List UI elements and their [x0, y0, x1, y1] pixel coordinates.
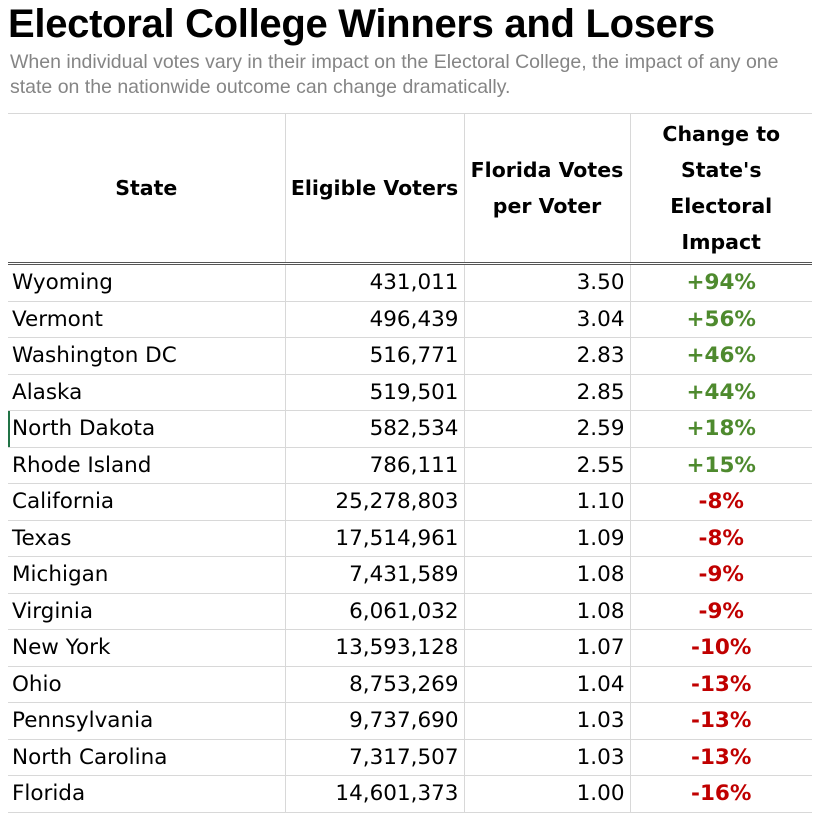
cell-florida-votes-per-voter[interactable]: 1.08: [464, 556, 631, 594]
header-eligible-voters: Eligible Voters: [285, 113, 465, 265]
cell-eligible-voters[interactable]: 7,317,507: [285, 739, 465, 776]
chart-subtitle: When individual votes vary in their impa…: [10, 51, 779, 98]
cell-eligible-voters[interactable]: 14,601,373: [285, 775, 465, 813]
cell-florida-votes-per-voter[interactable]: 2.59: [464, 410, 631, 448]
data-table: State Eligible Voters Florida Votes per Vo…: [8, 113, 812, 813]
cell-eligible-voters[interactable]: 9,737,690: [285, 702, 465, 740]
cell-state[interactable]: California: [8, 483, 286, 521]
cell-change-electoral-impact[interactable]: -13%: [630, 739, 812, 776]
cell-eligible-voters[interactable]: 519,501: [285, 374, 465, 411]
cell-florida-votes-per-voter[interactable]: 1.09: [464, 520, 631, 557]
cell-florida-votes-per-voter[interactable]: 2.55: [464, 447, 631, 484]
cell-eligible-voters[interactable]: 25,278,803: [285, 483, 465, 521]
table-row: Virginia 6,061,032 1.08 -9%: [8, 593, 812, 630]
cell-change-electoral-impact[interactable]: -13%: [630, 666, 812, 703]
table-row: Rhode Island 786,111 2.55 +15%: [8, 447, 812, 484]
cell-florida-votes-per-voter[interactable]: 3.50: [464, 263, 631, 302]
cell-florida-votes-per-voter[interactable]: 1.08: [464, 593, 631, 630]
table-row: New York 13,593,128 1.07 -10%: [8, 629, 812, 667]
cell-eligible-voters[interactable]: 17,514,961: [285, 520, 465, 557]
chart-title: Electoral College Winners and Losers: [8, 2, 715, 46]
table-row: Michigan 7,431,589 1.08 -9%: [8, 556, 812, 594]
cell-state[interactable]: North Dakota: [8, 410, 286, 448]
table-row: Wyoming 431,011 3.50 +94%: [8, 263, 812, 302]
table-row: North Dakota 582,534 2.59 +18%: [8, 410, 812, 448]
header-state: State: [8, 113, 286, 265]
cell-eligible-voters[interactable]: 496,439: [285, 301, 465, 338]
header-row: State Eligible Voters Florida Votes per Vo…: [8, 113, 812, 265]
cell-state[interactable]: Wyoming: [8, 263, 286, 302]
cell-state[interactable]: Washington DC: [8, 337, 286, 375]
cell-change-electoral-impact[interactable]: +56%: [630, 301, 812, 338]
table-row: Washington DC 516,771 2.83 +46%: [8, 337, 812, 375]
cell-state[interactable]: Rhode Island: [8, 447, 286, 484]
cell-eligible-voters[interactable]: 8,753,269: [285, 666, 465, 703]
cell-state[interactable]: Michigan: [8, 556, 286, 594]
cell-eligible-voters[interactable]: 516,771: [285, 337, 465, 375]
cell-change-electoral-impact[interactable]: +44%: [630, 374, 812, 411]
cell-florida-votes-per-voter[interactable]: 1.03: [464, 702, 631, 740]
cell-change-electoral-impact[interactable]: -8%: [630, 520, 812, 557]
cell-state[interactable]: Ohio: [8, 666, 286, 703]
cell-eligible-voters[interactable]: 786,111: [285, 447, 465, 484]
cell-eligible-voters[interactable]: 6,061,032: [285, 593, 465, 630]
cell-eligible-voters[interactable]: 431,011: [285, 263, 465, 302]
cell-florida-votes-per-voter[interactable]: 1.00: [464, 775, 631, 813]
cell-change-electoral-impact[interactable]: -9%: [630, 556, 812, 594]
table-row: Alaska 519,501 2.85 +44%: [8, 374, 812, 411]
table-body: Wyoming 431,011 3.50 +94% Vermont 496,439 3.04…: [8, 263, 812, 813]
cell-state[interactable]: Pennsylvania: [8, 702, 286, 740]
cell-change-electoral-impact[interactable]: +18%: [630, 410, 812, 448]
table-row: Ohio 8,753,269 1.04 -13%: [8, 666, 812, 703]
table-row: California 25,278,803 1.10 -8%: [8, 483, 812, 521]
cell-change-electoral-impact[interactable]: +94%: [630, 263, 812, 302]
cell-state[interactable]: Vermont: [8, 301, 286, 338]
cell-florida-votes-per-voter[interactable]: 1.04: [464, 666, 631, 703]
cell-state[interactable]: North Carolina: [8, 739, 286, 776]
cell-state[interactable]: Virginia: [8, 593, 286, 630]
cell-eligible-voters[interactable]: 13,593,128: [285, 629, 465, 667]
cell-change-electoral-impact[interactable]: -8%: [630, 483, 812, 521]
cell-change-electoral-impact[interactable]: -9%: [630, 593, 812, 630]
table-row: North Carolina 7,317,507 1.03 -13%: [8, 739, 812, 776]
cell-state[interactable]: Florida: [8, 775, 286, 813]
header-change-electoral-impact: Change to State's Electoral Impact: [630, 113, 812, 265]
cell-florida-votes-per-voter[interactable]: 1.10: [464, 483, 631, 521]
cell-change-electoral-impact[interactable]: -16%: [630, 775, 812, 813]
cell-change-electoral-impact[interactable]: +15%: [630, 447, 812, 484]
cell-florida-votes-per-voter[interactable]: 2.83: [464, 337, 631, 375]
cell-state[interactable]: Alaska: [8, 374, 286, 411]
cell-eligible-voters[interactable]: 582,534: [285, 410, 465, 448]
cell-change-electoral-impact[interactable]: +46%: [630, 337, 812, 375]
cell-eligible-voters[interactable]: 7,431,589: [285, 556, 465, 594]
table-row: Pennsylvania 9,737,690 1.03 -13%: [8, 702, 812, 740]
cell-florida-votes-per-voter[interactable]: 1.03: [464, 739, 631, 776]
table-row: Vermont 496,439 3.04 +56%: [8, 301, 812, 338]
cell-florida-votes-per-voter[interactable]: 2.85: [464, 374, 631, 411]
table-row: Texas 17,514,961 1.09 -8%: [8, 520, 812, 557]
header-florida-votes-per-voter: Florida Votes per Voter: [464, 113, 631, 265]
cell-florida-votes-per-voter[interactable]: 1.07: [464, 629, 631, 667]
cell-florida-votes-per-voter[interactable]: 3.04: [464, 301, 631, 338]
cell-state[interactable]: Texas: [8, 520, 286, 557]
cell-state[interactable]: New York: [8, 629, 286, 667]
cell-change-electoral-impact[interactable]: -13%: [630, 702, 812, 740]
cell-change-electoral-impact[interactable]: -10%: [630, 629, 812, 667]
table-row: Florida 14,601,373 1.00 -16%: [8, 775, 812, 813]
